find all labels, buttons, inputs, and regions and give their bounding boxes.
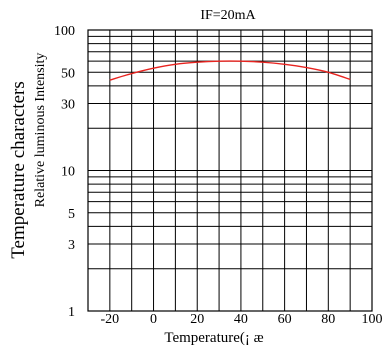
x-tick-label: 20 [190,312,204,327]
series-layer [109,60,351,81]
y-tick-label: 10 [61,165,75,180]
x-tick-label: 0 [150,312,157,327]
y-tick-label: 30 [61,97,75,112]
y-tick-labels: 100 50 30 10 5 3 1 [54,24,75,320]
x-tick-label: -20 [101,312,120,327]
y-axis-label: Temperature characters [8,81,29,258]
x-tick-label: 80 [321,312,335,327]
x-tick-labels: -20 0 20 40 60 80 100 [101,312,383,327]
y-tick-label: 100 [54,24,75,39]
y-tick-label: 1 [68,305,75,320]
y-tick-label: 3 [68,238,75,253]
x-tick-label: 40 [234,312,248,327]
y-tick-label: 50 [61,66,75,81]
x-tick-label: 60 [278,312,292,327]
y-axis-sublabel: Relative luminous Intensity [33,53,48,208]
x-axis-label: Temperature(¡ æ [164,330,263,346]
plot-frame [87,29,373,312]
y-tick-label: 5 [68,207,75,222]
chart-title: IF=20mA [200,8,256,23]
series-line [109,60,351,81]
x-tick-label: 100 [362,312,383,327]
